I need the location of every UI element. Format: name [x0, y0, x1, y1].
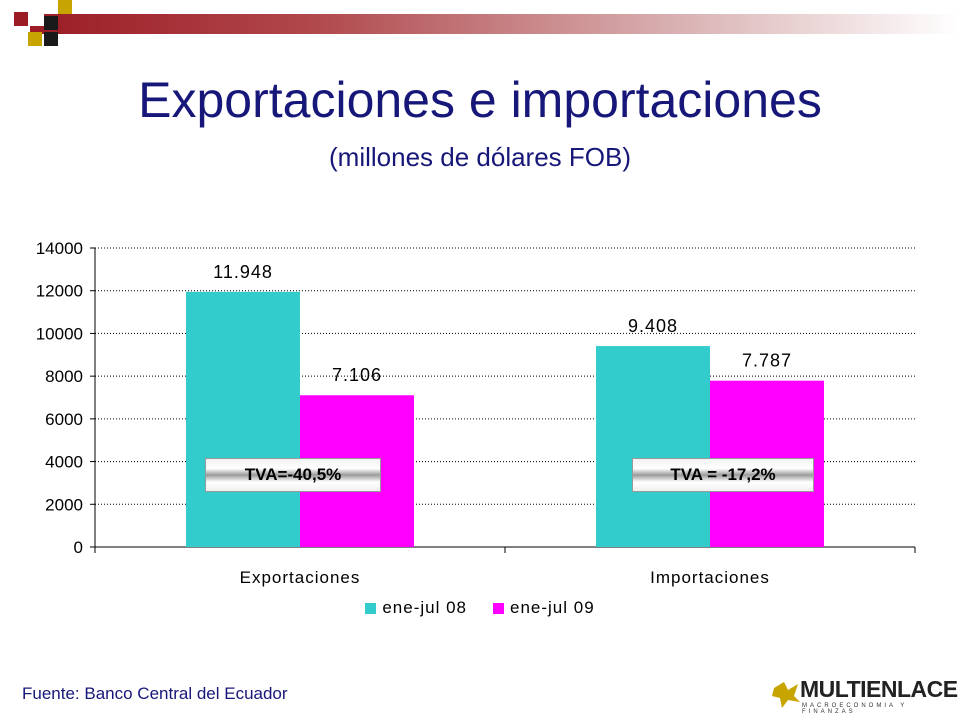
bar-chart: 0 2000 4000 6000 8000 10000 12000 14000 11.948 7.… — [36, 239, 916, 587]
logo-square-gold — [58, 0, 72, 14]
logo-tagline: MACROECONOMIA Y FINANZAS — [802, 703, 908, 715]
y-tick-label: 14000 — [36, 239, 83, 258]
bar-value-label: 11.948 — [213, 262, 273, 282]
bar-2008-importaciones — [596, 346, 710, 547]
logo-square-red — [14, 12, 28, 26]
y-tick-label: 4000 — [45, 453, 83, 472]
logo-square-black-2 — [44, 32, 58, 46]
y-tick-label: 0 — [74, 538, 83, 557]
logo-emblem-icon — [772, 682, 800, 708]
logo-square-white — [30, 12, 44, 26]
y-tick-label: 12000 — [36, 282, 83, 301]
tva-importaciones-box: TVA = -17,2% — [632, 458, 814, 492]
bar-value-label: 7.787 — [742, 351, 792, 371]
y-tick-label: 10000 — [36, 324, 83, 343]
source-note: Fuente: Banco Central del Ecuador — [22, 684, 288, 703]
legend-swatch-2009 — [493, 602, 504, 614]
bar-value-label: 9.408 — [628, 316, 678, 336]
category-label: Importaciones — [650, 568, 770, 587]
legend-swatch-2008 — [365, 602, 377, 614]
slide-subtitle: (millones de dólares FOB) — [329, 142, 631, 172]
y-tick-label: 6000 — [45, 410, 83, 429]
logo-wordmark: MULTIENLACE — [800, 676, 958, 702]
legend-item-2009: ene-jul 09 — [493, 598, 595, 618]
logo-square-black — [44, 16, 58, 30]
tva-exportaciones-box: TVA=-40,5% — [205, 458, 381, 492]
category-label: Exportaciones — [240, 568, 361, 587]
slide-title: Exportaciones e importaciones — [138, 72, 822, 128]
legend-label-2009: ene-jul 09 — [510, 598, 595, 617]
legend-item-2008: ene-jul 08 — [365, 598, 467, 618]
logo-square-gold-2 — [28, 32, 42, 46]
bar-2008-exportaciones — [186, 291, 300, 547]
y-tick-label: 8000 — [45, 367, 83, 386]
header-gradient-band — [30, 14, 960, 34]
bar-value-label: 7.106 — [332, 365, 382, 385]
legend-label-2008: ene-jul 08 — [382, 598, 467, 617]
y-tick-label: 2000 — [45, 495, 83, 514]
multienlace-logo: MULTIENLACE MACROECONOMIA Y FINANZAS — [772, 676, 958, 716]
chart-legend: ene-jul 08 ene-jul 09 — [0, 598, 960, 618]
